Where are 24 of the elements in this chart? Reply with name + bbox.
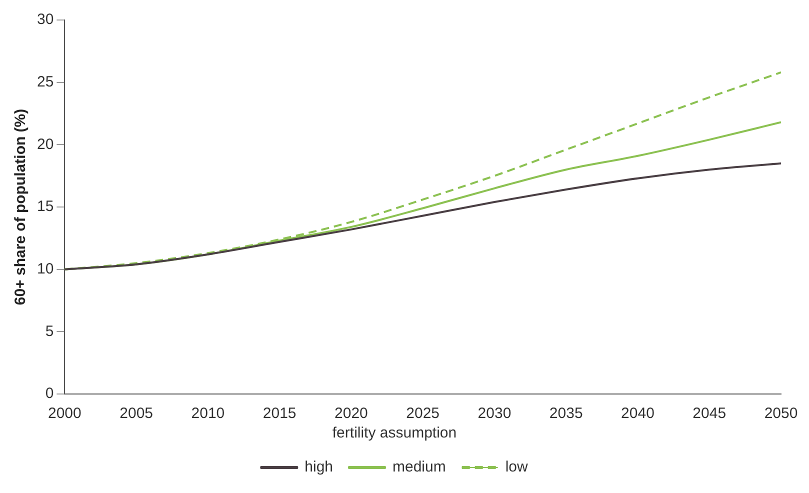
x-tick-label: 2000 — [48, 405, 82, 422]
x-tick-label: 2005 — [120, 405, 154, 422]
legend-title: fertility assumption — [332, 424, 457, 442]
line-series — [64, 162, 781, 270]
y-tick-label: 20 — [36, 136, 54, 153]
x-tick-label: 2015 — [262, 405, 296, 422]
legend-label: low — [505, 458, 528, 476]
x-tick-label: 2045 — [692, 405, 726, 422]
y-tick-label: 0 — [45, 385, 54, 402]
legend-label: high — [304, 458, 333, 476]
y-tick-label: 15 — [36, 198, 54, 216]
x-tick-label: 2040 — [621, 405, 654, 422]
x-tick-label: 2035 — [549, 405, 583, 422]
y-axis-title: 60+ share of population (%) — [12, 108, 30, 306]
legend-label: medium — [392, 458, 446, 476]
y-tick-label: 10 — [36, 260, 54, 278]
y-tick-label: 30 — [36, 11, 54, 28]
x-tick-label: 2050 — [764, 405, 798, 422]
x-tick-label: 2020 — [334, 405, 368, 422]
x-tick-label: 2025 — [406, 405, 440, 422]
x-tick-label: 2030 — [478, 405, 512, 422]
y-tick-label: 5 — [45, 322, 54, 340]
y-tick-label: 25 — [36, 73, 54, 90]
x-tick-label: 2010 — [191, 405, 225, 422]
